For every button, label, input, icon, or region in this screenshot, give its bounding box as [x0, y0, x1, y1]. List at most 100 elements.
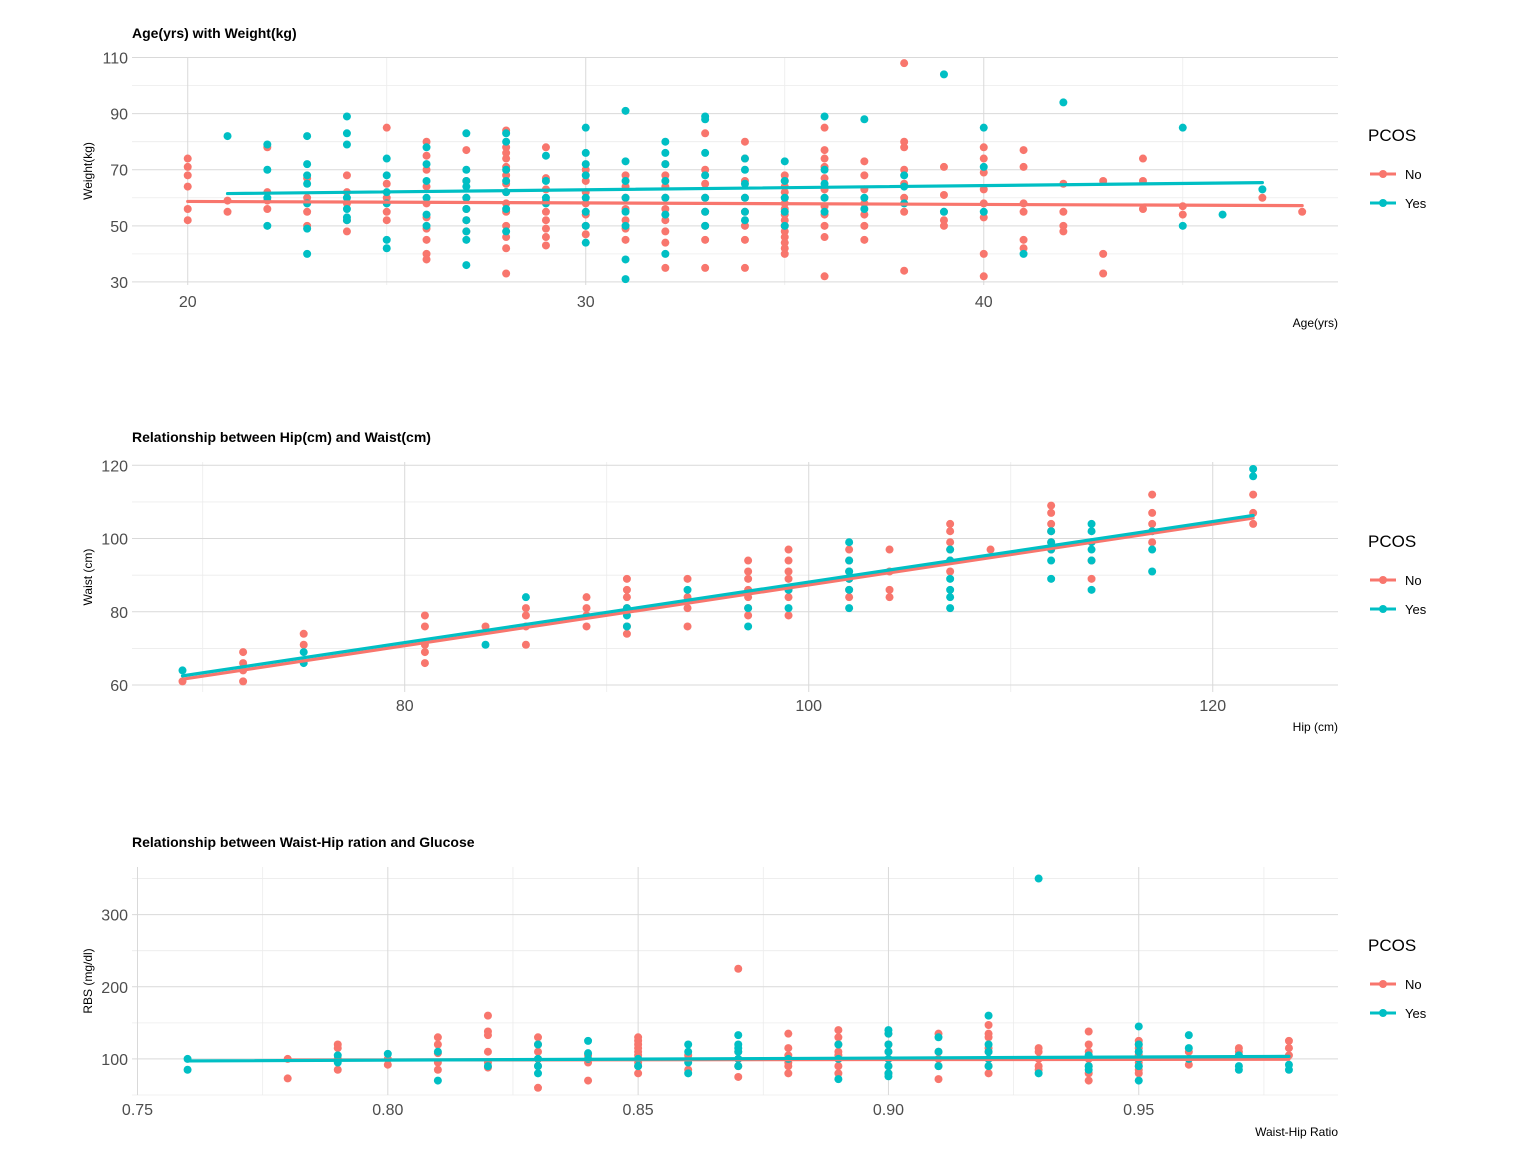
data-point: [521, 611, 530, 620]
data-point: [683, 585, 692, 594]
data-point: [1084, 1065, 1093, 1074]
data-point: [303, 132, 312, 141]
data-point: [979, 272, 988, 281]
data-point: [661, 137, 670, 146]
data-point: [1047, 527, 1056, 536]
data-point: [740, 165, 749, 174]
legend-label-no: No: [1405, 573, 1422, 588]
data-point: [885, 585, 894, 594]
data-point: [621, 216, 630, 225]
data-point: [622, 629, 631, 638]
chart-panel-1: Age(yrs) with Weight(kg) 20 30 40 30 50 70 90 11…: [81, 25, 1427, 330]
data-point: [1284, 1036, 1293, 1045]
data-point: [462, 216, 471, 225]
data-point: [784, 1069, 793, 1078]
data-point: [1134, 1076, 1143, 1085]
data-point: [701, 207, 710, 216]
data-point: [541, 143, 550, 152]
data-point: [900, 266, 909, 275]
data-point: [502, 221, 511, 230]
data-point: [483, 1062, 492, 1071]
data-point: [534, 1033, 543, 1042]
data-point: [661, 193, 670, 202]
data-point: [303, 207, 312, 216]
data-point: [422, 221, 431, 230]
data-point: [979, 123, 988, 132]
data-point: [780, 207, 789, 216]
data-point: [502, 205, 511, 213]
data-point: [1047, 508, 1056, 517]
data-point: [820, 272, 829, 281]
legend-key-point: [1379, 1009, 1387, 1017]
data-point: [582, 604, 591, 613]
data-point: [820, 174, 829, 183]
data-point: [661, 249, 670, 258]
data-point: [661, 148, 670, 157]
data-point: [422, 182, 431, 191]
data-point: [1134, 1069, 1143, 1078]
data-point: [1148, 519, 1157, 528]
x-tick-label: 0.80: [372, 1102, 403, 1119]
data-point: [621, 275, 630, 284]
data-point: [845, 545, 854, 554]
data-point: [534, 1069, 543, 1078]
data-point: [1047, 574, 1056, 583]
data-point: [299, 629, 308, 638]
data-point: [382, 154, 391, 163]
data-point: [1099, 249, 1108, 258]
data-point: [780, 188, 789, 197]
data-point: [860, 221, 869, 230]
data-point: [333, 1044, 342, 1053]
data-point: [734, 1062, 743, 1071]
data-point: [342, 112, 351, 121]
data-point: [885, 545, 894, 554]
data-point: [701, 235, 710, 244]
data-point: [734, 1047, 743, 1056]
data-point: [834, 1026, 843, 1035]
data-point: [1047, 501, 1056, 510]
data-point: [1249, 490, 1258, 499]
data-point: [581, 165, 590, 174]
data-point: [661, 210, 670, 219]
data-point: [420, 648, 429, 657]
y-tick-label: 110: [102, 51, 128, 68]
data-point: [621, 221, 630, 230]
data-point: [502, 227, 511, 236]
data-point: [701, 171, 710, 180]
data-point: [483, 1047, 492, 1056]
y-axis-title: RBS (mg/dl): [81, 948, 95, 1013]
data-point: [946, 593, 955, 602]
data-point: [183, 205, 192, 213]
data-point: [1178, 210, 1187, 219]
data-point: [1138, 154, 1147, 163]
data-point: [784, 574, 793, 583]
data-point: [342, 193, 351, 202]
data-point: [541, 241, 550, 250]
data-point: [462, 235, 471, 244]
data-point: [900, 137, 909, 146]
data-point: [462, 205, 471, 213]
fit-line-yes: [185, 1054, 1291, 1063]
data-point: [303, 224, 312, 233]
x-axis-title: Age(yrs): [1293, 316, 1338, 330]
data-point: [382, 123, 391, 132]
data-point: [1084, 1076, 1093, 1085]
series-yes: [178, 464, 1258, 675]
data-point: [784, 1062, 793, 1071]
data-point: [420, 659, 429, 668]
data-point: [1087, 527, 1096, 536]
data-point: [303, 171, 312, 180]
data-point: [946, 519, 955, 528]
data-point: [383, 1049, 392, 1058]
x-tick-label: 40: [975, 294, 993, 311]
data-point: [946, 567, 955, 576]
data-point: [984, 1011, 993, 1020]
data-point: [1059, 207, 1068, 216]
x-tick-label: 0.95: [1123, 1102, 1154, 1119]
data-point: [433, 1065, 442, 1074]
data-point: [382, 235, 391, 244]
data-point: [740, 137, 749, 146]
data-point: [178, 666, 187, 675]
data-point: [780, 244, 789, 253]
data-point: [183, 171, 192, 180]
